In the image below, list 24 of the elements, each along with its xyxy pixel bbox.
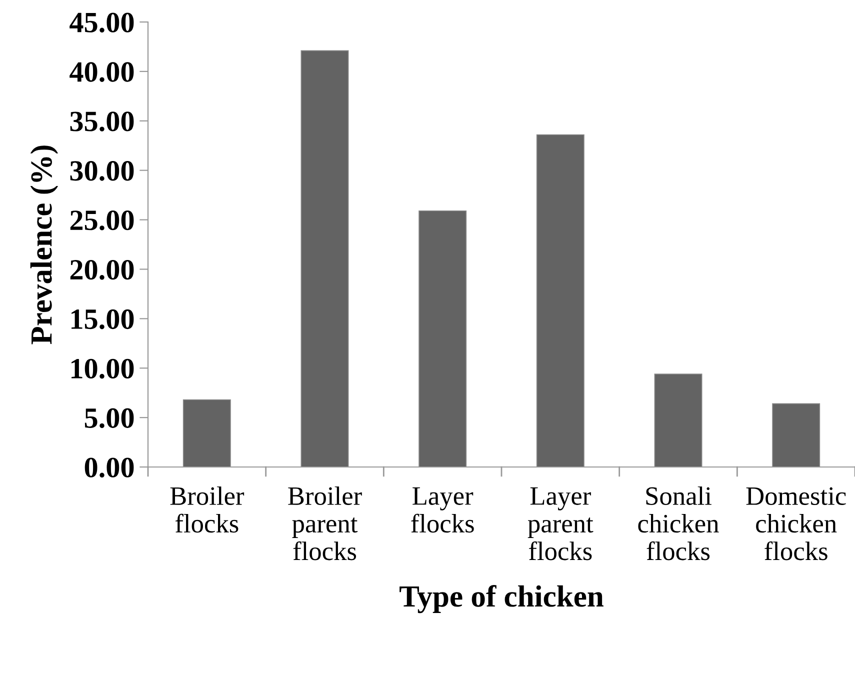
y-tick-label: 25.00	[70, 210, 134, 230]
bar	[182, 399, 231, 467]
y-tick-label: 40.00	[70, 62, 134, 82]
y-tick-label: 45.00	[70, 12, 134, 33]
x-axis-title: Type of chicken	[400, 585, 604, 614]
x-tick-label: Domestic chicken flocks	[746, 487, 846, 560]
y-tick-label: 5.00	[84, 408, 134, 428]
bar	[654, 374, 702, 467]
x-tick-label: Sonali chicken flocks	[638, 486, 719, 560]
bar	[418, 210, 467, 467]
y-tick-label: 30.00	[70, 161, 134, 181]
y-tick-label: 15.00	[72, 309, 134, 330]
x-tick-label: Broiler parent flocks	[288, 486, 362, 560]
y-tick-label: 20.00	[70, 260, 134, 280]
x-tick-label: Broiler flocks	[170, 486, 244, 533]
bar	[300, 50, 349, 467]
x-tick-label: Layer flocks	[411, 487, 474, 533]
bar	[536, 134, 584, 467]
x-tick-label: Layer parent flocks	[528, 487, 594, 560]
y-axis-title: Prevalence (%)	[30, 146, 58, 344]
bar	[772, 403, 820, 467]
y-tick-label: 10.00	[72, 358, 134, 379]
y-tick-label: 0.00	[84, 458, 134, 478]
y-tick-label: 35.00	[70, 112, 134, 132]
